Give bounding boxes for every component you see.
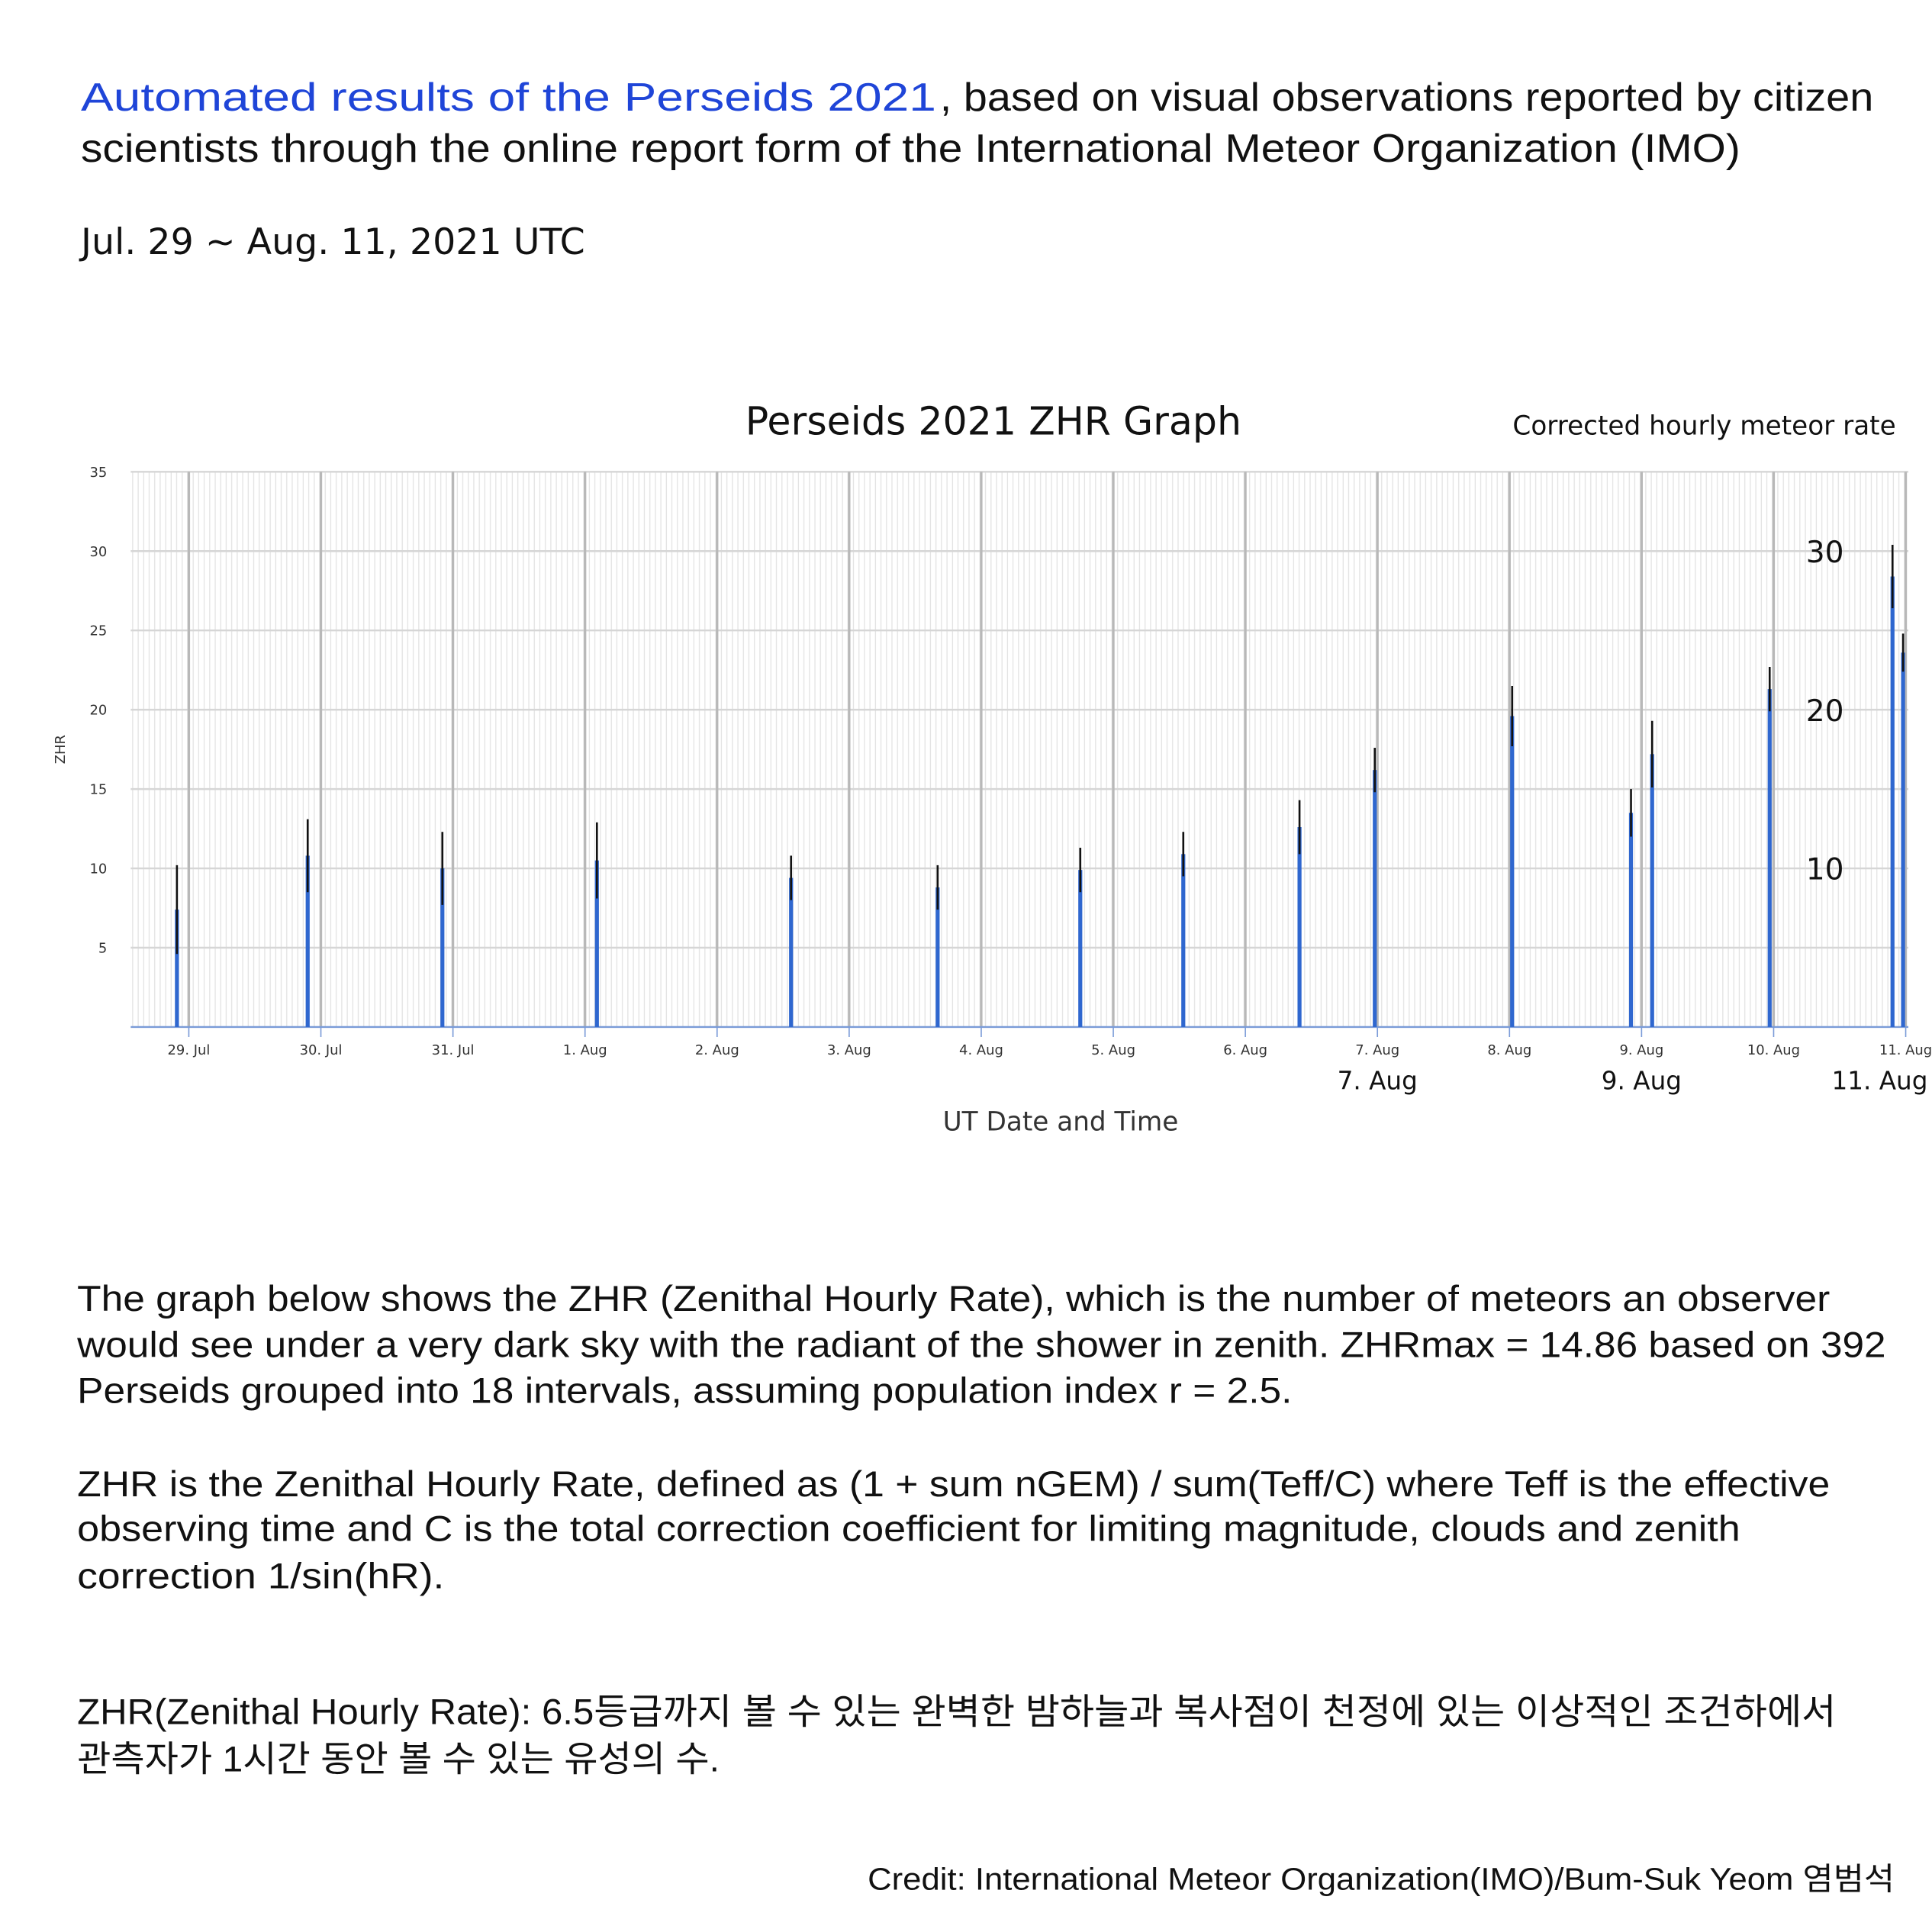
x-axis-label: UT Date and Time <box>943 1106 1179 1137</box>
x-tick-label: 6. Aug <box>1223 1042 1267 1058</box>
paragraph-line: would see under a very dark sky with the… <box>76 1325 1886 1365</box>
annotation: 10 <box>1806 853 1844 887</box>
bar <box>594 860 599 1027</box>
y-tick-label: 20 <box>89 703 107 719</box>
y-axis-label: ZHR <box>53 735 69 764</box>
x-tick-label: 3. Aug <box>827 1042 871 1058</box>
paragraph-line: ZHR is the Zenithal Hourly Rate, defined… <box>77 1464 1830 1505</box>
bar <box>789 877 794 1027</box>
minor-grid <box>130 472 1909 1027</box>
paragraph-line: ZHR(Zenithal Hourly Rate): 6.5등급까지 볼 수 있… <box>77 1692 1836 1733</box>
bar <box>1510 716 1515 1027</box>
x-tick-label: 11. Aug <box>1879 1042 1932 1058</box>
y-tick-label: 25 <box>89 623 107 639</box>
x-tick-label: 4. Aug <box>959 1042 1003 1058</box>
x-tick-label: 30. Jul <box>300 1042 343 1058</box>
bar <box>1628 813 1634 1027</box>
bar <box>175 910 179 1027</box>
bar <box>1767 689 1772 1027</box>
chart-subtitle: Corrected hourly meteor rate <box>1512 411 1895 441</box>
annotation: 20 <box>1806 694 1844 729</box>
paragraph-line: 관측자가 1시간 동안 볼 수 있는 유성의 수. <box>77 1740 720 1780</box>
annotation: 30 <box>1806 536 1844 570</box>
x-tick-label: 2. Aug <box>695 1042 739 1058</box>
x-tick-label: 7. Aug <box>1355 1042 1399 1058</box>
bar <box>1890 576 1895 1027</box>
title: scientists through the online report for… <box>81 127 1740 171</box>
bar <box>1650 754 1654 1027</box>
x-tick-label: 5. Aug <box>1091 1042 1135 1058</box>
bar <box>1297 826 1302 1027</box>
x-tick-label: 10. Aug <box>1747 1042 1800 1058</box>
y-tick-label: 35 <box>89 465 107 481</box>
bar <box>1078 870 1083 1027</box>
y-tick-label: 10 <box>89 861 107 877</box>
annotation: 11. Aug <box>1832 1067 1928 1096</box>
bar <box>1901 652 1905 1027</box>
annotation: 7. Aug <box>1338 1067 1418 1096</box>
subtitle: Jul. 29 ~ Aug. 11, 2021 UTC <box>79 221 585 263</box>
bar <box>1373 770 1377 1027</box>
paragraph-line: observing time and C is the total correc… <box>77 1509 1740 1550</box>
x-tick-label: 1. Aug <box>563 1042 607 1058</box>
plot: 5 10 15 20 25 30 35 29. Jul 30. Jul 31. Jul 1. Aug… <box>89 465 1932 1096</box>
title: , based on visual observations reported … <box>940 76 1874 120</box>
bar <box>1181 854 1186 1027</box>
x-tick-label: 29. Jul <box>168 1042 211 1058</box>
x-tick-label: 8. Aug <box>1487 1042 1531 1058</box>
x-tick-label: 31. Jul <box>432 1042 475 1058</box>
annotation: 9. Aug <box>1602 1067 1682 1096</box>
credit: Credit: International Meteor Organizatio… <box>868 1862 1895 1897</box>
y-tick-label: 15 <box>89 782 107 798</box>
paragraph-line: correction 1/sin(hR). <box>77 1557 444 1597</box>
bar <box>440 868 445 1027</box>
bar <box>305 855 310 1027</box>
title-highlight: Automated results of the Perseids 2021 <box>81 76 936 120</box>
bar <box>935 887 940 1027</box>
chart-title: Perseids 2021 ZHR Graph <box>745 398 1241 443</box>
x-tick-label: 9. Aug <box>1619 1042 1663 1058</box>
paragraph-line: Perseids grouped into 18 intervals, assu… <box>77 1371 1292 1412</box>
y-tick-label: 30 <box>89 544 107 560</box>
y-tick-label: 5 <box>98 941 107 957</box>
paragraph-line: The graph below shows the ZHR (Zenithal … <box>77 1279 1830 1319</box>
